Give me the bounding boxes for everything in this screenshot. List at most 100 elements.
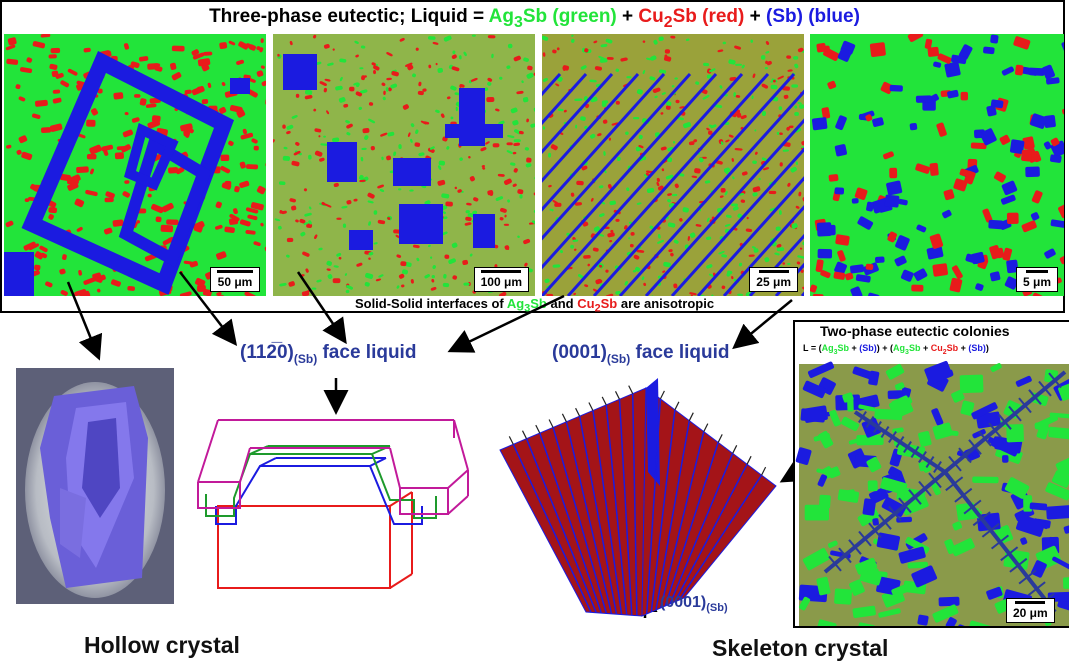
texture-streak <box>542 72 718 270</box>
texture-speck <box>410 138 413 143</box>
stripe <box>669 453 734 605</box>
dendrite-arm <box>868 522 882 539</box>
texture-speck <box>812 293 824 296</box>
dendrite-arm <box>888 505 902 522</box>
red-base-box <box>217 491 413 589</box>
texture-speck <box>786 55 792 59</box>
texture-speck <box>693 139 698 143</box>
texture-speck <box>360 45 366 49</box>
texture-speck <box>365 272 374 279</box>
dendrite-arm <box>972 511 991 527</box>
texture-speck <box>852 605 876 619</box>
texture-speck <box>600 43 608 48</box>
texture-speck <box>1051 470 1069 488</box>
texture-speck <box>396 254 402 258</box>
texture-streak <box>566 72 770 296</box>
texture-speck <box>633 254 640 260</box>
texture-speck <box>386 155 392 161</box>
texture-speck <box>975 283 984 291</box>
texture-speck <box>304 89 313 95</box>
texture-speck <box>821 107 831 119</box>
texture-speck <box>911 284 924 292</box>
texture-speck <box>857 216 874 230</box>
dendrite-arm <box>988 422 1002 439</box>
texture-speck <box>332 48 335 51</box>
stripe <box>659 431 705 609</box>
texture-speck <box>662 270 666 273</box>
texture-speck <box>918 431 932 447</box>
texture-speck <box>764 66 768 70</box>
texture-speck <box>5 44 16 51</box>
texture-speck <box>321 202 326 206</box>
texture-speck <box>786 126 790 131</box>
texture-speck <box>85 189 98 197</box>
texture-speck <box>303 289 311 294</box>
texture-speck <box>589 79 597 83</box>
texture-speck <box>359 67 364 70</box>
texture-speck <box>355 54 359 58</box>
texture-speck <box>552 49 557 54</box>
texture-speck <box>248 78 256 83</box>
texture-speck <box>360 89 368 94</box>
texture-speck <box>672 140 676 144</box>
texture-speck <box>418 81 422 87</box>
texture-speck <box>131 117 140 123</box>
texture-streak <box>748 233 804 296</box>
texture-speck <box>827 466 841 479</box>
texture-speck <box>1055 453 1069 478</box>
texture-speck <box>513 55 521 62</box>
texture-speck <box>748 254 755 257</box>
texture-speck <box>303 222 309 225</box>
two-phase-colony-panel <box>793 320 1069 628</box>
texture-speck <box>435 62 438 66</box>
texture-speck <box>415 129 419 135</box>
texture-speck <box>512 151 517 155</box>
texture-speck <box>353 82 359 86</box>
texture-speck <box>370 146 375 151</box>
texture-speck <box>398 273 405 279</box>
texture-speck <box>616 156 621 161</box>
texture-speck <box>136 220 141 224</box>
texture-speck <box>472 210 478 215</box>
texture-speck <box>695 81 700 85</box>
texture-speck <box>745 290 754 296</box>
texture-speck <box>74 198 85 208</box>
texture-speck <box>256 70 264 77</box>
texture-speck <box>638 134 643 140</box>
texture-speck <box>837 48 852 62</box>
texture-speck <box>278 181 286 186</box>
texture-speck <box>876 532 901 551</box>
scale-bar-1: 50 μm <box>210 267 260 292</box>
texture-speck <box>931 408 944 426</box>
texture-speck <box>346 132 351 136</box>
texture-streak <box>542 72 588 126</box>
dendrite-arm <box>1018 569 1037 585</box>
texture-speck <box>34 251 44 260</box>
texture-speck <box>338 256 342 260</box>
texture-speck <box>800 408 826 423</box>
texture-speck <box>113 92 124 100</box>
texture-speck <box>326 110 330 115</box>
texture-speck <box>915 163 931 174</box>
texture-speck <box>801 140 804 146</box>
texture-speck <box>299 218 306 224</box>
texture-speck <box>521 80 524 84</box>
texture-speck <box>969 620 997 626</box>
texture-speck <box>380 132 388 137</box>
texture-speck <box>171 72 182 81</box>
texture-speck <box>167 237 173 242</box>
texture-speck <box>741 171 748 176</box>
hollow-crystal-photo <box>16 368 174 604</box>
texture-speck <box>666 101 672 106</box>
texture-speck <box>507 199 511 203</box>
texture-speck <box>646 57 652 61</box>
dendrite-arm <box>963 499 982 515</box>
texture-speck <box>358 106 363 110</box>
texture-speck <box>503 223 510 226</box>
texture-speck <box>731 157 734 162</box>
texture-speck <box>1050 219 1064 228</box>
texture-speck <box>1048 426 1069 440</box>
texture-speck <box>282 155 291 161</box>
texture-speck <box>862 498 877 516</box>
texture-speck <box>91 108 99 116</box>
